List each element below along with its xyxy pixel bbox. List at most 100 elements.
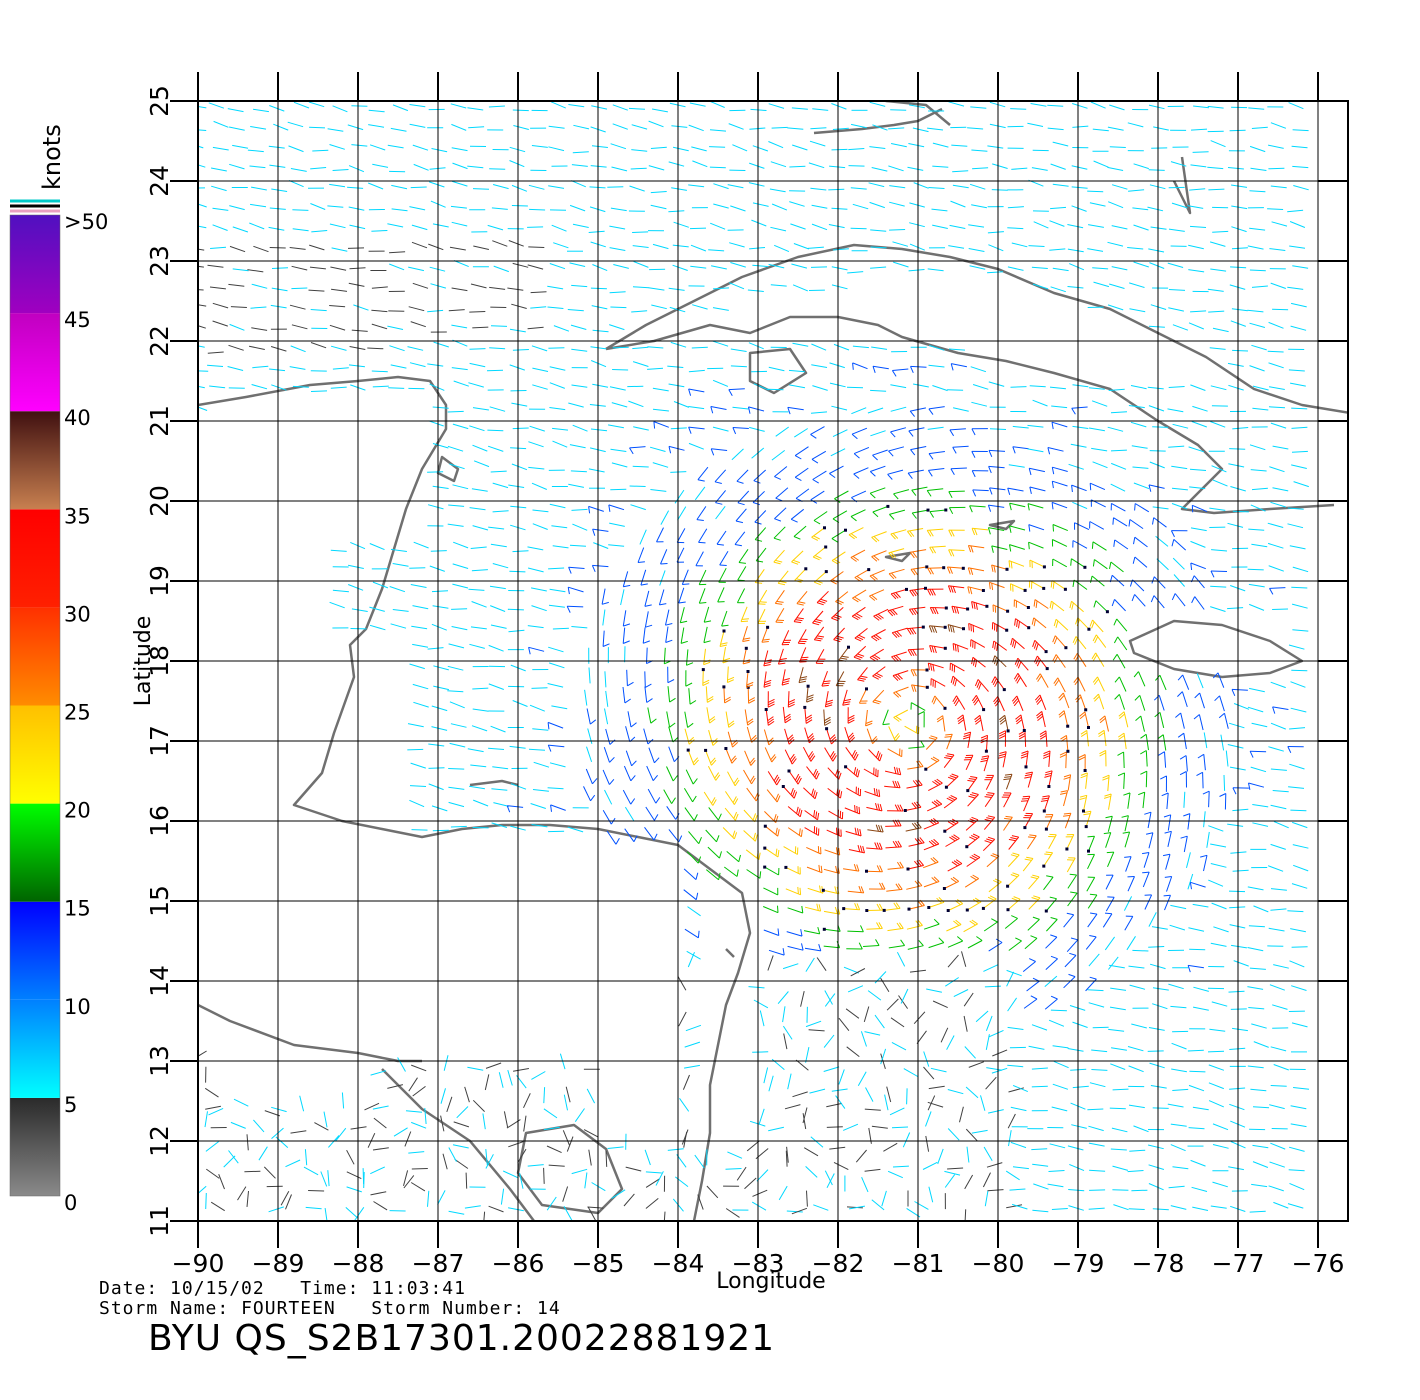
wind-barb: [1212, 1123, 1229, 1131]
wind-barb: [703, 648, 711, 666]
wind-barb: [1272, 1004, 1288, 1010]
wind-barb: [1088, 1142, 1105, 1147]
wind-barb: [369, 144, 386, 151]
wind-barb: [835, 591, 849, 605]
wind-barb: [964, 874, 979, 888]
wind-barb: [1107, 126, 1124, 131]
wind-barb: [1247, 986, 1264, 990]
wind-barb: [947, 936, 964, 948]
wind-barb: [828, 224, 845, 229]
wind-barb: [1123, 792, 1131, 809]
wind-barb: [1252, 804, 1269, 808]
wind-barb: [1249, 322, 1266, 328]
wind-barb: [969, 265, 986, 270]
wind-barb: [679, 607, 688, 624]
wind-barb: [1105, 815, 1113, 832]
wind-barb: [1267, 350, 1284, 353]
wind-barb: [391, 208, 408, 212]
wind-barb: [728, 388, 745, 396]
wind-barb: [1209, 347, 1226, 350]
wind-barb: [1068, 1205, 1084, 1211]
wind-barb: [988, 938, 1003, 952]
wind-barb: [532, 523, 548, 530]
wind-barb: [269, 368, 286, 372]
wind-barb: [427, 1190, 430, 1207]
wind-barb: [198, 1050, 207, 1057]
wind-barb: [947, 1167, 964, 1170]
wind-barb: [1011, 167, 1028, 170]
wind-barb: [433, 685, 450, 691]
wind-barb: [1225, 750, 1229, 767]
wind-barb: [650, 191, 667, 194]
wind-barb: [532, 367, 549, 372]
wind-barb: [454, 1158, 469, 1169]
wind-barb: [906, 779, 923, 789]
wind-barb: [1031, 1085, 1048, 1088]
wind-barb: [930, 678, 946, 688]
wind-barb: [210, 1201, 225, 1212]
wind-barb: [488, 644, 504, 652]
wind-barb: [292, 209, 309, 211]
wind-barb: [548, 1164, 565, 1167]
wind-barb: [992, 604, 1010, 613]
wind-barb: [1011, 242, 1028, 248]
wind-barb: [1032, 283, 1049, 290]
wind-barb: [1200, 854, 1208, 872]
wind-barb: [468, 126, 485, 129]
wind-barb: [1105, 896, 1115, 912]
wind-barb: [998, 751, 1007, 768]
wind-barb: [390, 127, 407, 132]
wind-barb: [991, 1067, 1008, 1074]
wind-barb: [1089, 482, 1106, 491]
wind-barb: [450, 723, 467, 728]
wind-barb: [1074, 522, 1090, 531]
wind-barb: [703, 791, 717, 806]
wind-barb: [632, 346, 649, 350]
coastline: [198, 101, 1348, 1221]
x-axis-label: Longitude: [716, 1269, 825, 1294]
colorbar-unit-label: knots: [38, 124, 66, 190]
wind-barb: [966, 853, 981, 867]
wind-barb: [491, 207, 508, 210]
wind-barb: [1223, 774, 1226, 791]
wind-barb: [1144, 811, 1152, 829]
wind-barb: [677, 976, 687, 991]
wind-barb: [667, 666, 675, 684]
wind-barb: [698, 569, 707, 586]
wind-barb: [1128, 1208, 1145, 1210]
wind-barb: [668, 161, 685, 167]
wind-barb: [685, 769, 698, 785]
wind-barb: [348, 364, 365, 368]
wind-barb: [198, 370, 209, 372]
wind-barb: [1073, 676, 1086, 692]
wind-barb: [792, 342, 809, 347]
wind-barb: [1252, 1144, 1269, 1149]
latitude-tick-label: 19: [145, 565, 174, 597]
wind-barb: [509, 160, 525, 168]
wind-barb: [411, 625, 428, 630]
wind-barb: [1087, 853, 1095, 870]
wind-barb: [803, 926, 821, 935]
wind-barb: [1068, 1189, 1085, 1192]
wind-barb: [432, 605, 449, 609]
wind-barb: [1009, 544, 1025, 552]
wind-barb: [824, 691, 834, 708]
wind-barb: [1128, 405, 1145, 409]
wind-barb: [531, 824, 548, 828]
wind-barb: [988, 581, 1005, 591]
wind-barb: [1267, 865, 1284, 872]
wind-barb: [880, 1048, 887, 1065]
wind-barb: [565, 1086, 571, 1103]
wind-barb: [1051, 501, 1068, 510]
coastline-segment: [884, 551, 912, 563]
wind-barb: [332, 589, 349, 593]
wind-barb: [1203, 811, 1206, 828]
wind-barb: [672, 146, 689, 152]
wind-barb: [1012, 446, 1029, 454]
wind-barb: [666, 766, 678, 782]
wind-barb: [929, 508, 948, 518]
wind-barb: [469, 311, 486, 313]
wind-barb: [1231, 247, 1248, 250]
wind-barb: [1035, 673, 1049, 688]
wind-barb: [1183, 813, 1191, 830]
